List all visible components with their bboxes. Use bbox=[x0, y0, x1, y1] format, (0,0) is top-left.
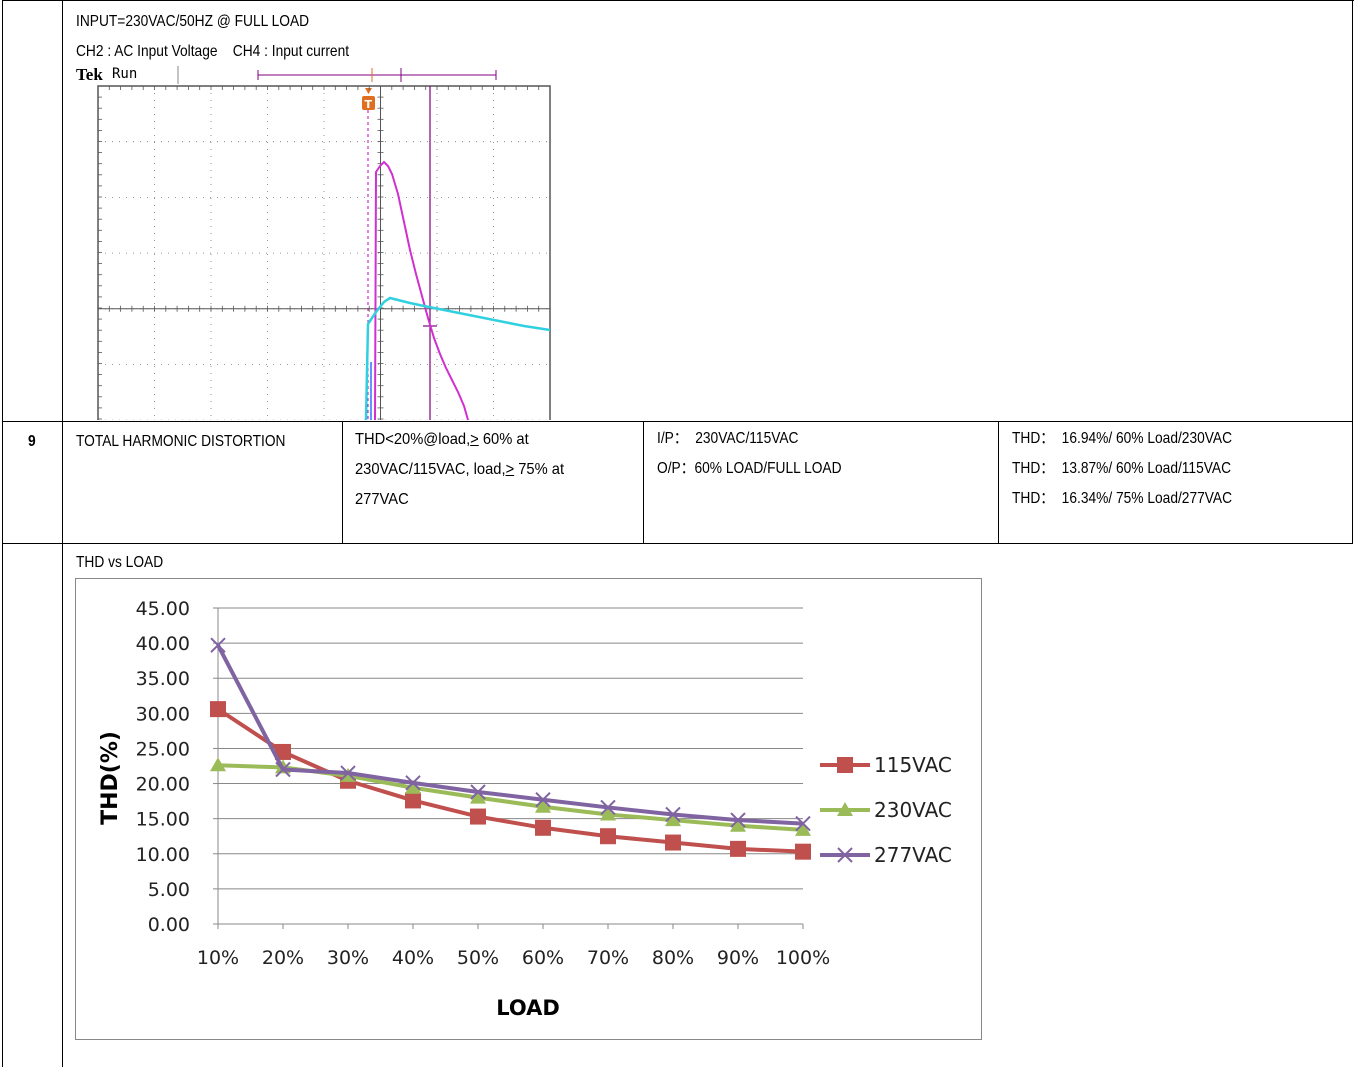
x-tick-label: 60% bbox=[522, 947, 564, 969]
table-border-top bbox=[2, 0, 1354, 1]
data-point-277vac bbox=[600, 799, 616, 816]
data-point-115vac bbox=[795, 843, 811, 860]
data-point-230vac bbox=[210, 757, 226, 772]
x-tick-label: 20% bbox=[262, 947, 304, 969]
data-point-115vac bbox=[275, 743, 291, 760]
result-line: THD： 13.87%/ 60% Load/115VAC bbox=[1012, 460, 1232, 477]
y-tick-label: 10.00 bbox=[136, 844, 190, 866]
spec-ge-sign: > bbox=[505, 461, 515, 478]
thd-vs-load-chart: 0.00 5.00 10.00 15.00 20.00 25.00 30.00 35.00 40… bbox=[75, 578, 982, 1040]
series-line-115vac bbox=[216, 707, 804, 854]
cell-divider-1 bbox=[342, 421, 343, 544]
data-point-277vac bbox=[795, 815, 811, 832]
y-tick-label: 30.00 bbox=[136, 703, 190, 725]
data-point-115vac bbox=[730, 840, 746, 857]
row-number: 9 bbox=[28, 433, 36, 450]
table-border-left bbox=[2, 0, 3, 1067]
data-point-277vac bbox=[210, 637, 226, 653]
x-tick-label: 40% bbox=[392, 947, 434, 969]
x-tick-label: 30% bbox=[327, 947, 369, 969]
x-tick-label: 100% bbox=[776, 947, 830, 969]
data-point-230vac bbox=[470, 789, 486, 804]
spec-line3: 277VAC bbox=[355, 491, 409, 508]
data-point-277vac bbox=[340, 765, 356, 781]
spec-ge-sign: > bbox=[470, 431, 479, 448]
data-point-277vac bbox=[730, 812, 746, 828]
scope-graticule bbox=[97, 85, 551, 420]
data-point-115vac bbox=[470, 808, 486, 825]
data-point-230vac bbox=[730, 817, 746, 832]
row-divider-top bbox=[2, 421, 1353, 422]
data-point-230vac bbox=[405, 779, 421, 794]
legend-marker bbox=[837, 847, 853, 863]
trigger-marker-label: T bbox=[365, 98, 373, 111]
x-tick-label: 70% bbox=[587, 947, 629, 969]
result-line: THD： 16.94%/ 60% Load/230VAC bbox=[1012, 430, 1233, 447]
legend-label: 230VAC bbox=[874, 798, 952, 822]
x-axis-label: LOAD bbox=[496, 996, 560, 1020]
chart-series-group bbox=[210, 637, 811, 860]
data-point-230vac bbox=[665, 812, 681, 827]
spec-line1-rest: 60% at bbox=[478, 431, 529, 448]
scope-title: INPUT=230VAC/50HZ @ FULL LOAD bbox=[76, 13, 310, 30]
data-point-230vac bbox=[795, 821, 811, 836]
cell-divider-2 bbox=[643, 421, 644, 544]
condition-input: I/P： 230VAC/115VAC bbox=[657, 430, 799, 447]
data-point-277vac bbox=[665, 806, 681, 823]
column-divider bbox=[62, 0, 63, 1067]
condition-output: O/P：60% LOAD/FULL LOAD bbox=[657, 460, 842, 477]
data-point-277vac bbox=[405, 775, 421, 791]
x-tick-label: 90% bbox=[717, 947, 759, 969]
spec-line2-rest: 75% at bbox=[514, 461, 565, 478]
legend-marker bbox=[837, 802, 853, 816]
y-tick-label: 5.00 bbox=[148, 879, 190, 901]
record-length-bar bbox=[257, 68, 497, 82]
series-line-277vac bbox=[216, 644, 804, 826]
legend-label: 277VAC bbox=[874, 843, 952, 867]
y-axis-label: THD(%) bbox=[98, 731, 123, 825]
data-point-115vac bbox=[535, 819, 551, 836]
data-point-230vac bbox=[600, 806, 616, 821]
y-tick-label: 45.00 bbox=[136, 598, 190, 620]
oscilloscope-capture: Tek Run T bbox=[76, 65, 551, 420]
scope-mode: Run bbox=[112, 66, 137, 82]
data-point-115vac bbox=[405, 792, 421, 809]
current-trace bbox=[374, 160, 469, 420]
y-tick-label: 15.00 bbox=[136, 809, 190, 831]
scope-channels: CH2 : AC Input Voltage CH4 : Input curre… bbox=[76, 43, 350, 60]
y-tick-label: 40.00 bbox=[136, 633, 190, 655]
data-point-277vac bbox=[535, 791, 551, 808]
y-tick-label: 20.00 bbox=[136, 774, 190, 796]
row-divider-bottom bbox=[2, 543, 1353, 544]
data-point-277vac bbox=[470, 784, 486, 800]
spec-line1: THD<20%@load, bbox=[355, 431, 471, 448]
data-point-115vac bbox=[600, 828, 616, 845]
chart-legend: 115VAC 230VAC 277VAC bbox=[820, 753, 952, 867]
data-point-230vac bbox=[535, 798, 551, 813]
data-point-277vac bbox=[275, 761, 291, 778]
x-tick-label: 50% bbox=[457, 947, 499, 969]
legend-label: 115VAC bbox=[874, 753, 952, 777]
spec-text: THD<20%@load,> 60% at 230VAC/115VAC, loa… bbox=[355, 425, 622, 515]
data-point-115vac bbox=[210, 701, 226, 718]
data-point-115vac bbox=[665, 834, 681, 851]
x-tick-label: 80% bbox=[652, 947, 694, 969]
legend-marker bbox=[837, 757, 853, 773]
voltage-trace bbox=[364, 296, 551, 420]
cell-divider-3 bbox=[998, 421, 999, 544]
y-tick-label: 0.00 bbox=[148, 914, 190, 936]
trigger-marker-icon: T bbox=[362, 88, 375, 111]
chart-section-title: THD vs LOAD bbox=[76, 554, 164, 571]
x-tick-label: 10% bbox=[197, 947, 239, 969]
result-line: THD： 16.34%/ 75% Load/277VAC bbox=[1012, 490, 1233, 507]
y-tick-label: 25.00 bbox=[136, 738, 190, 760]
table-border-right bbox=[1352, 0, 1353, 544]
y-tick-label: 35.00 bbox=[136, 668, 190, 690]
spec-line2: 230VAC/115VAC, load, bbox=[355, 461, 506, 478]
scope-brand: Tek bbox=[76, 65, 103, 84]
test-item: TOTAL HARMONIC DISTORTION bbox=[76, 433, 286, 450]
chart-axes: 0.00 5.00 10.00 15.00 20.00 25.00 30.00 35.00 40… bbox=[136, 598, 831, 969]
